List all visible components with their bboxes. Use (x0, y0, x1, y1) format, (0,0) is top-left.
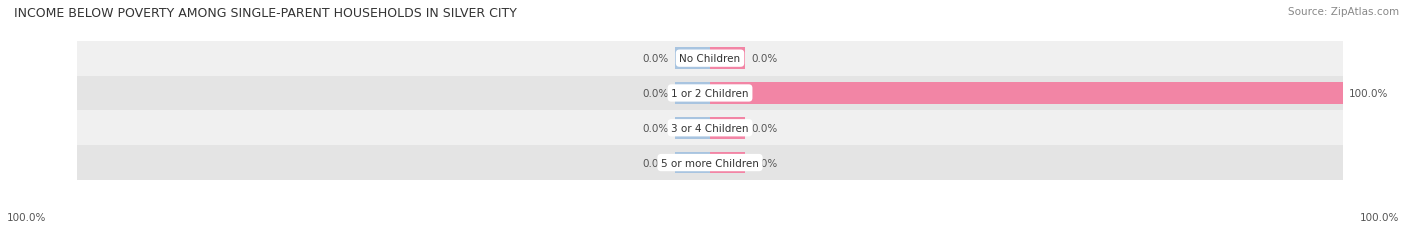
Text: 0.0%: 0.0% (643, 123, 669, 133)
Text: 0.0%: 0.0% (751, 54, 778, 64)
Text: 3 or 4 Children: 3 or 4 Children (671, 123, 749, 133)
Text: 100.0%: 100.0% (7, 212, 46, 222)
Bar (675, 83, 710, 104)
Text: 0.0%: 0.0% (751, 123, 778, 133)
Text: 0.0%: 0.0% (643, 54, 669, 64)
Bar (710, 48, 745, 70)
Bar (675, 48, 710, 70)
Text: No Children: No Children (679, 54, 741, 64)
Text: 1 or 2 Children: 1 or 2 Children (671, 88, 749, 99)
Text: 100.0%: 100.0% (1350, 88, 1389, 99)
Bar (675, 117, 710, 139)
Bar (77, 42, 1343, 76)
Bar (710, 117, 745, 139)
Bar (77, 76, 1343, 111)
Bar (710, 83, 1343, 104)
Text: 100.0%: 100.0% (1360, 212, 1399, 222)
Text: Source: ZipAtlas.com: Source: ZipAtlas.com (1288, 7, 1399, 17)
Text: INCOME BELOW POVERTY AMONG SINGLE-PARENT HOUSEHOLDS IN SILVER CITY: INCOME BELOW POVERTY AMONG SINGLE-PARENT… (14, 7, 517, 20)
Text: 0.0%: 0.0% (643, 158, 669, 168)
Text: 0.0%: 0.0% (643, 88, 669, 99)
Bar (675, 152, 710, 173)
Text: 5 or more Children: 5 or more Children (661, 158, 759, 168)
Text: 0.0%: 0.0% (751, 158, 778, 168)
Bar (710, 152, 745, 173)
Bar (77, 146, 1343, 180)
Bar (77, 111, 1343, 146)
